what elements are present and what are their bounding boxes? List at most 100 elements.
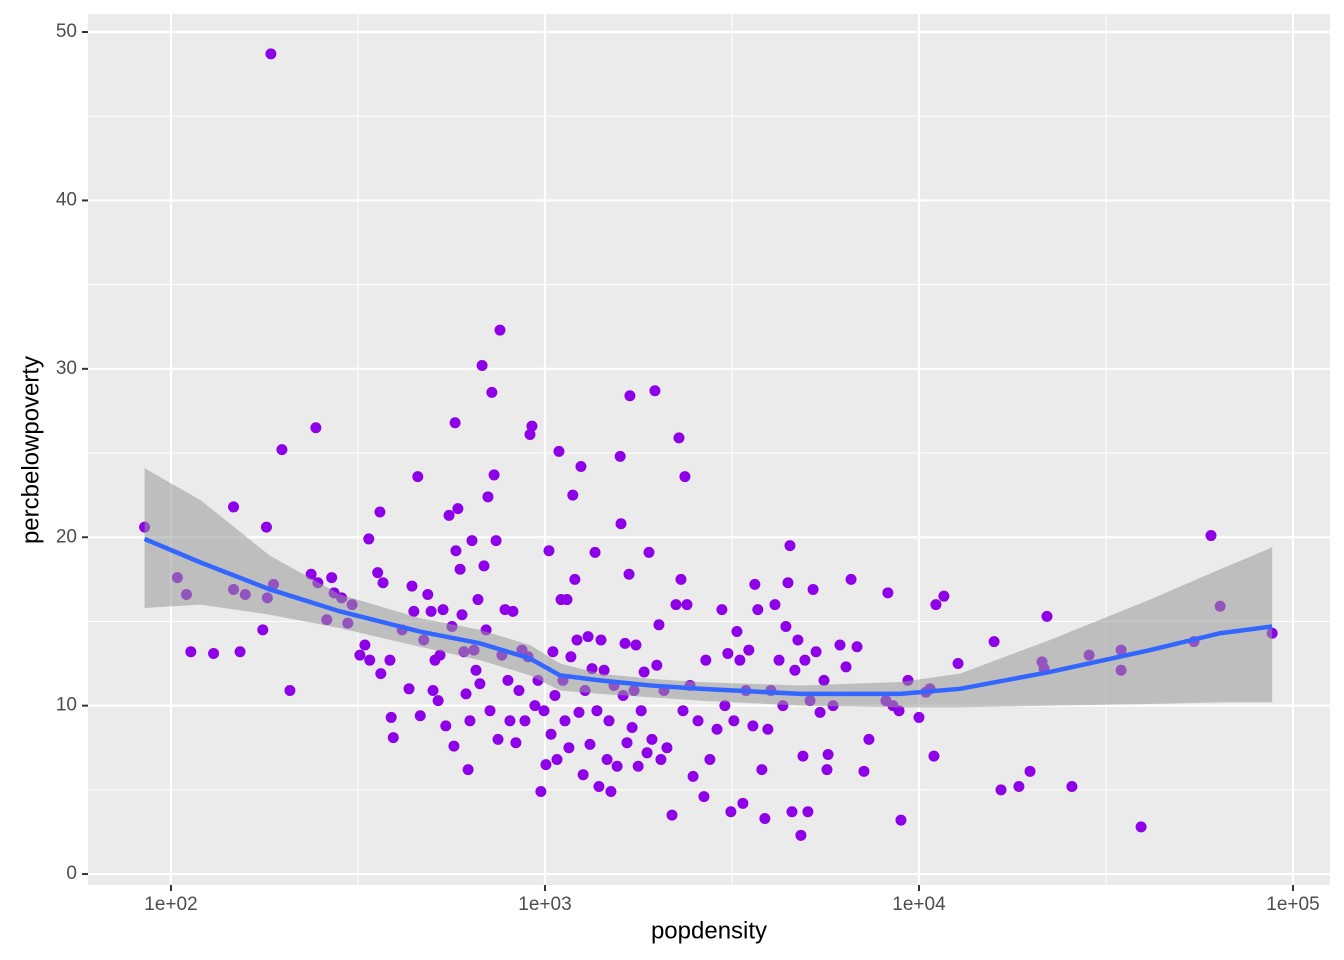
point bbox=[630, 639, 642, 651]
point bbox=[704, 754, 716, 766]
point bbox=[482, 491, 494, 503]
y-axis-title: percbelowpoverty bbox=[17, 356, 44, 544]
x-axis-title: popdensity bbox=[651, 917, 767, 944]
point bbox=[759, 812, 771, 824]
grid bbox=[88, 14, 1330, 885]
point bbox=[692, 715, 704, 727]
point bbox=[598, 664, 610, 676]
y-tick-label: 10 bbox=[56, 695, 77, 716]
point bbox=[185, 646, 197, 658]
point bbox=[1066, 780, 1078, 792]
point bbox=[359, 639, 371, 651]
point bbox=[408, 605, 420, 617]
point bbox=[443, 509, 455, 521]
point bbox=[504, 715, 516, 727]
point bbox=[789, 664, 801, 676]
point bbox=[1135, 821, 1147, 833]
point bbox=[573, 706, 585, 718]
point bbox=[466, 535, 478, 547]
point bbox=[722, 647, 734, 659]
point bbox=[601, 754, 613, 766]
point bbox=[432, 695, 444, 707]
point bbox=[773, 654, 785, 666]
y-tick-label: 40 bbox=[56, 189, 77, 210]
point bbox=[752, 604, 764, 616]
point bbox=[591, 705, 603, 717]
point bbox=[653, 619, 665, 631]
point bbox=[454, 563, 466, 575]
point bbox=[456, 609, 468, 621]
point bbox=[448, 740, 460, 752]
point bbox=[450, 545, 462, 557]
point bbox=[414, 710, 426, 722]
point bbox=[928, 750, 940, 762]
point bbox=[988, 636, 1000, 648]
point bbox=[711, 723, 723, 735]
point bbox=[698, 791, 710, 803]
y-tick-label: 20 bbox=[56, 526, 77, 547]
point bbox=[845, 573, 857, 585]
point bbox=[470, 664, 482, 676]
point bbox=[440, 720, 452, 732]
point bbox=[797, 750, 809, 762]
point bbox=[786, 806, 798, 818]
point bbox=[375, 668, 387, 680]
point bbox=[476, 359, 488, 371]
point bbox=[799, 654, 811, 666]
point bbox=[569, 573, 581, 585]
point bbox=[553, 445, 565, 457]
point bbox=[326, 572, 338, 584]
point bbox=[840, 661, 852, 673]
smooth-line bbox=[143, 536, 1273, 697]
point bbox=[385, 711, 397, 723]
point bbox=[749, 578, 761, 590]
point bbox=[952, 658, 964, 670]
point bbox=[490, 535, 502, 547]
point bbox=[679, 471, 691, 483]
point bbox=[535, 786, 547, 798]
point bbox=[818, 674, 830, 686]
x-tick-label: 1e+03 bbox=[518, 894, 571, 915]
point bbox=[619, 637, 631, 649]
point bbox=[681, 599, 693, 611]
point bbox=[452, 503, 464, 515]
point bbox=[643, 546, 655, 558]
point bbox=[913, 711, 925, 723]
point bbox=[725, 806, 737, 818]
point bbox=[529, 700, 541, 712]
point bbox=[593, 780, 605, 792]
point bbox=[228, 501, 240, 513]
point bbox=[472, 594, 484, 606]
point bbox=[547, 646, 559, 658]
point bbox=[310, 422, 322, 434]
point bbox=[734, 654, 746, 666]
point bbox=[422, 588, 434, 600]
point bbox=[621, 737, 633, 749]
point bbox=[638, 666, 650, 678]
point bbox=[675, 573, 687, 585]
point bbox=[863, 733, 875, 745]
point bbox=[543, 545, 555, 557]
point bbox=[719, 700, 731, 712]
point bbox=[1041, 610, 1053, 622]
point bbox=[354, 649, 366, 661]
point bbox=[384, 654, 396, 666]
point bbox=[519, 715, 531, 727]
point bbox=[782, 577, 794, 589]
marks bbox=[139, 48, 1278, 841]
point bbox=[374, 506, 386, 518]
point bbox=[372, 567, 384, 579]
point bbox=[595, 634, 607, 646]
point bbox=[995, 784, 1007, 796]
point bbox=[582, 631, 594, 643]
point bbox=[524, 429, 536, 441]
point bbox=[589, 546, 601, 558]
point bbox=[834, 639, 846, 651]
point bbox=[567, 489, 579, 501]
point bbox=[737, 797, 749, 809]
point bbox=[412, 471, 424, 483]
point bbox=[641, 747, 653, 759]
point bbox=[687, 770, 699, 782]
point bbox=[377, 577, 389, 589]
